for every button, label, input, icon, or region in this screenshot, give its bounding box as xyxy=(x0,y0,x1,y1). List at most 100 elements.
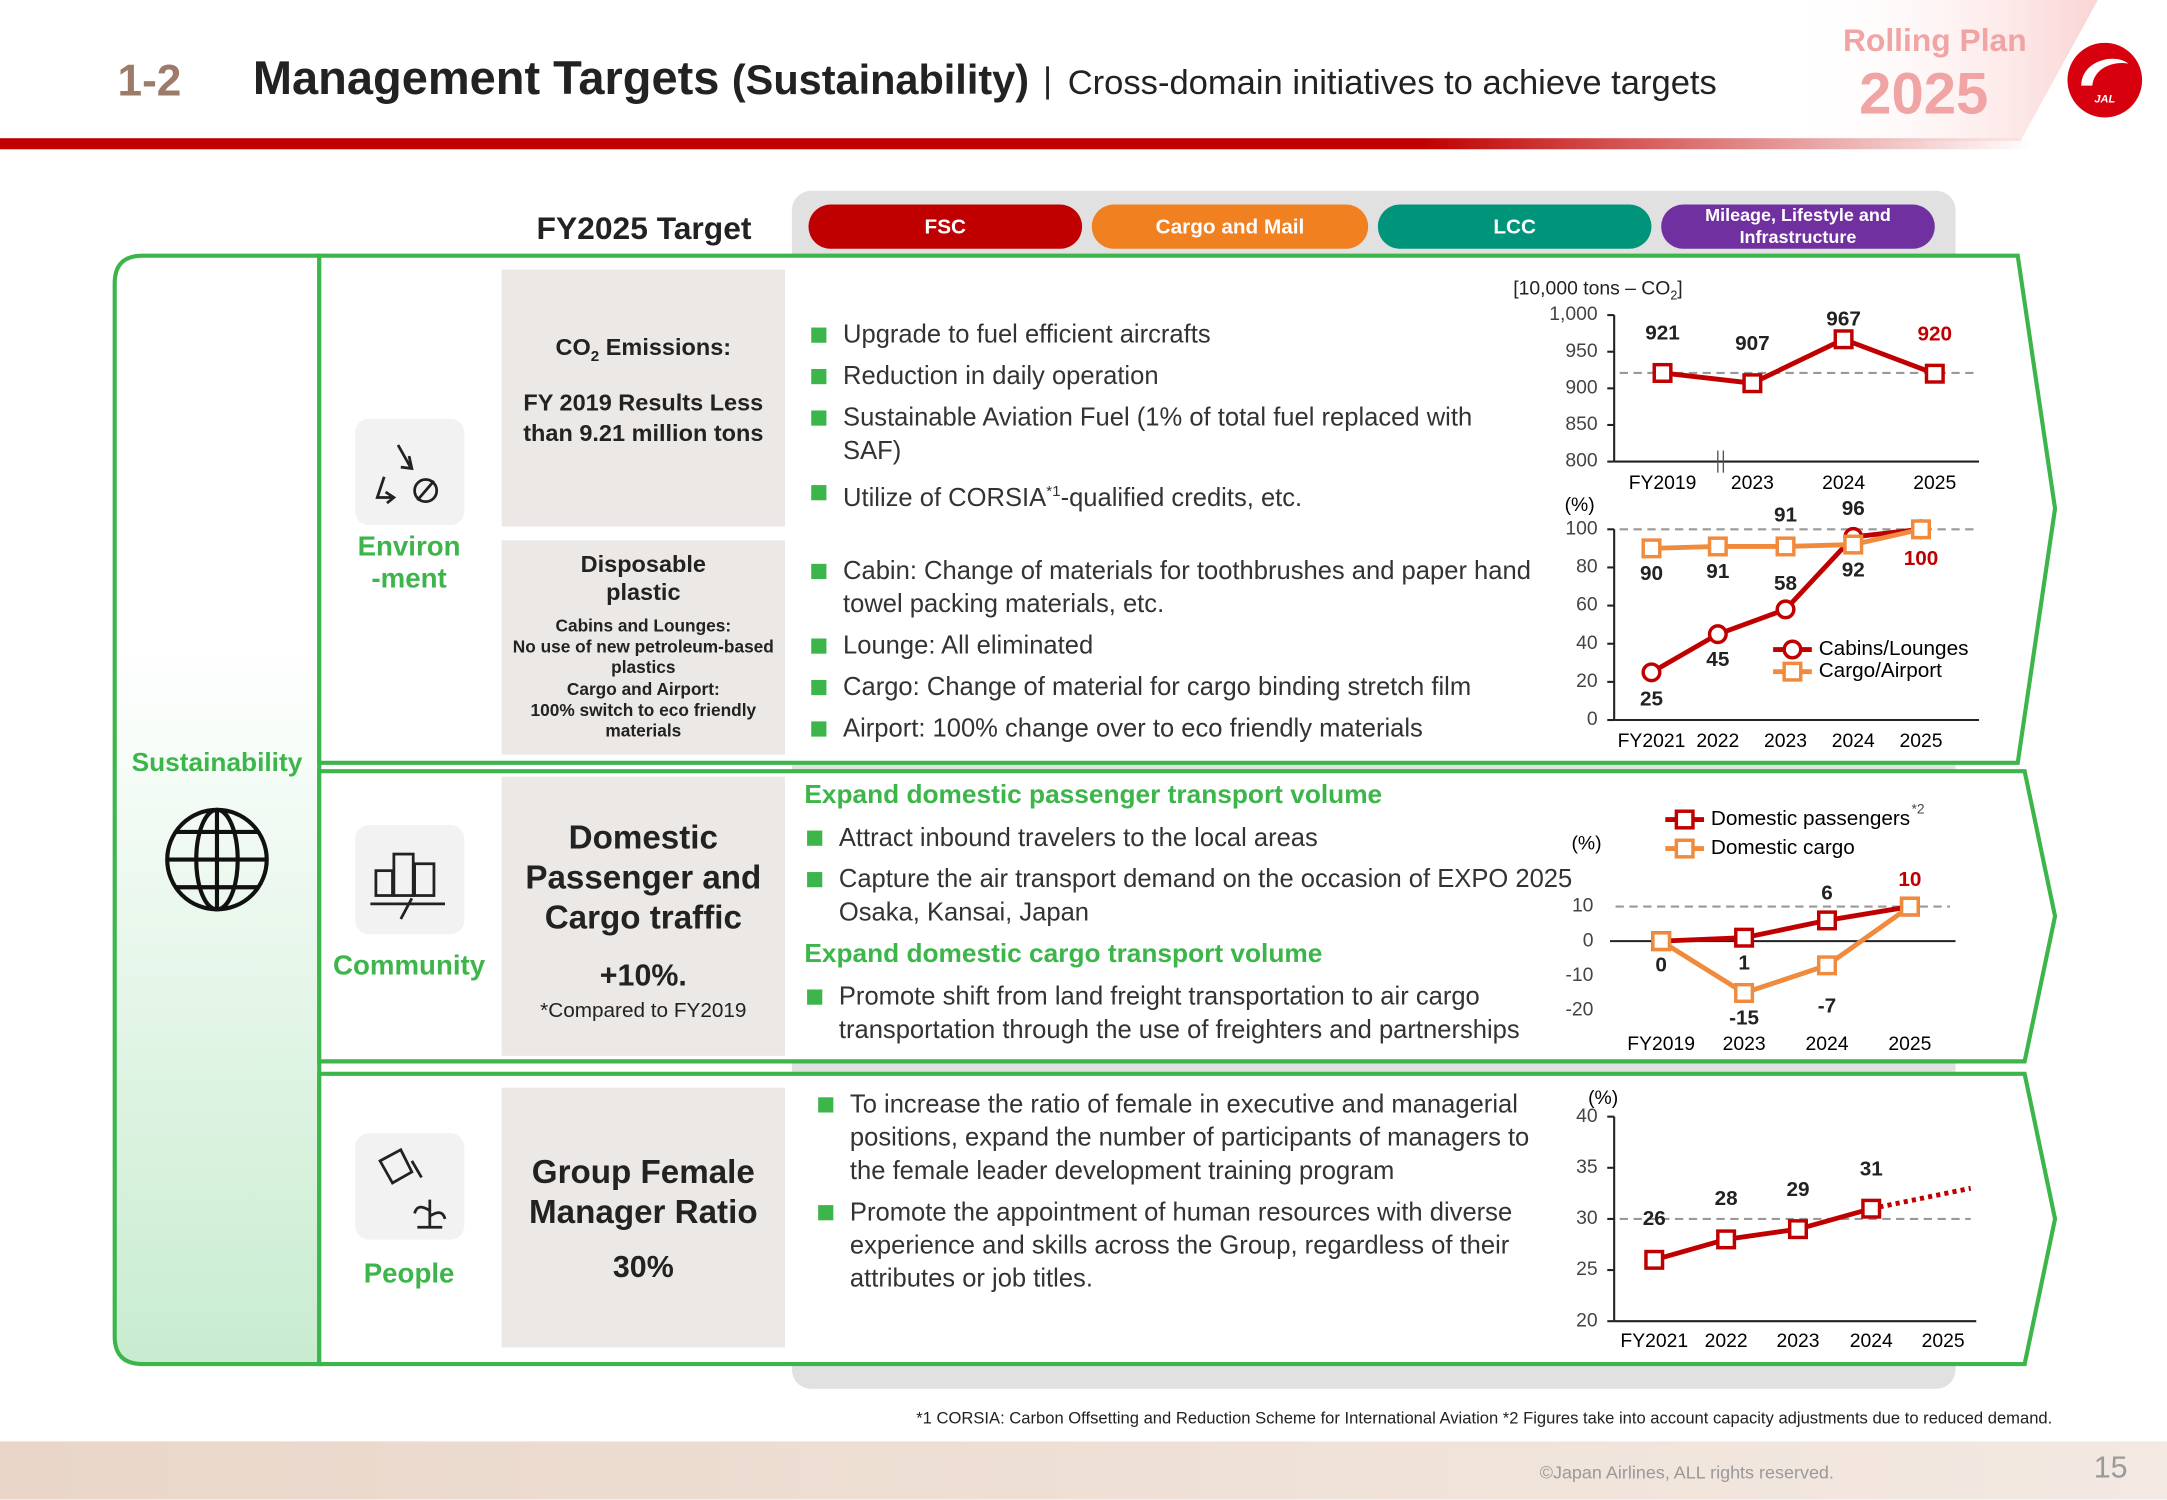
value-label: 0 xyxy=(1655,953,1667,976)
y-tick-label: 40 xyxy=(1576,1105,1598,1127)
title-paren: (Sustainability) xyxy=(731,58,1030,104)
copyright: ©Japan Airlines, ALL rights reserved. xyxy=(1539,1462,1834,1483)
watering-icon xyxy=(378,1147,447,1229)
y-tick-label: 20 xyxy=(1576,670,1598,692)
tab xyxy=(1377,204,1652,249)
city-icon xyxy=(370,852,446,920)
value-label: 967 xyxy=(1826,307,1861,330)
target-title: Group Female Manager Ratio xyxy=(529,1153,758,1232)
logo-text: JAL xyxy=(2094,92,2116,106)
value-label: 100 xyxy=(1904,547,1939,570)
target-title: Domestic Passenger and Cargo traffic xyxy=(525,819,762,937)
bullet: Sustainable Aviation Fuel (1% of total f… xyxy=(808,401,1534,467)
x-tick-label: FY2021 xyxy=(1620,1330,1688,1352)
text: CO xyxy=(555,334,591,361)
bullet: Reduction in daily operation xyxy=(808,359,1534,392)
x-tick-label: 2025 xyxy=(1899,730,1942,752)
value-label: 31 xyxy=(1860,1157,1883,1180)
community-bullets: Attract inbound travelers to the local a… xyxy=(804,821,1578,937)
marker xyxy=(1782,639,1803,660)
marker xyxy=(1843,534,1864,555)
recycle-icon xyxy=(375,444,439,505)
legend-sup: *2 xyxy=(1912,801,1925,817)
marker xyxy=(1641,538,1662,559)
x-tick-label: 2024 xyxy=(1822,472,1865,494)
marker xyxy=(1861,1198,1882,1219)
section-heading: Expand domestic cargo transport volume xyxy=(804,939,1323,969)
community-bullets: Promote shift from land freight transpor… xyxy=(804,980,1581,1055)
row-label-line: Environ xyxy=(357,532,461,563)
marker xyxy=(1707,536,1728,557)
legend-label: Cargo/Airport xyxy=(1819,659,1942,682)
co2-target: CO2 Emissions: FY 2019 Results Less than… xyxy=(502,333,785,450)
x-tick-label: 2022 xyxy=(1696,730,1739,752)
value-label: 91 xyxy=(1706,560,1729,583)
target-box xyxy=(501,540,785,755)
y-tick-label: 80 xyxy=(1576,556,1598,578)
legend-label: Cabins/Lounges xyxy=(1819,637,1969,660)
value-label: 907 xyxy=(1735,332,1770,355)
footer-band xyxy=(0,1441,2167,1500)
y-tick-label: 60 xyxy=(1576,594,1598,616)
x-tick-label: FY2021 xyxy=(1618,730,1686,752)
plan-year: 2025 xyxy=(1859,60,1989,126)
subtitle: Cross-domain initiatives to achieve targ… xyxy=(1045,66,1717,100)
series-line xyxy=(1661,904,1911,944)
sidebar-label: Sustainability xyxy=(131,749,303,779)
detail: Cargo and Airport: xyxy=(566,679,720,699)
logo-crane xyxy=(2081,58,2129,86)
marker xyxy=(1910,519,1931,540)
marker xyxy=(1707,624,1728,645)
detail: Cabins and Lounges: xyxy=(555,616,732,636)
bullet: Promote the appointment of human resourc… xyxy=(815,1195,1547,1295)
icon-box xyxy=(355,1133,465,1240)
marker xyxy=(1651,931,1672,952)
tab xyxy=(1091,204,1369,249)
superscript: *1 xyxy=(1046,483,1061,501)
tab xyxy=(808,204,1083,249)
bullet: Cargo: Change of material for cargo bind… xyxy=(808,670,1534,703)
target-box xyxy=(501,1087,785,1348)
y-tick-label: 35 xyxy=(1576,1156,1598,1178)
x-tick-label: FY2019 xyxy=(1627,1033,1695,1055)
marker xyxy=(1742,373,1763,394)
plan-label: Rolling Plan xyxy=(1842,22,2027,59)
section-heading: Expand domestic passenger transport volu… xyxy=(804,780,1383,810)
value-label: 25 xyxy=(1640,687,1663,710)
plastic-title: Disposable plastic xyxy=(580,551,706,606)
plastic-target: Disposable plastic Cabins and Lounges: N… xyxy=(502,551,785,742)
x-tick-label: 2024 xyxy=(1850,1330,1893,1352)
marker xyxy=(1674,838,1695,859)
target-value: 30% xyxy=(612,1249,674,1284)
y-tick-label: 30 xyxy=(1576,1207,1598,1229)
target-value: +10%. xyxy=(599,957,687,993)
chart-unit: [10,000 tons – CO2] xyxy=(1513,276,1682,302)
marker xyxy=(1734,982,1755,1003)
marker xyxy=(1641,662,1662,683)
value-label: 96 xyxy=(1842,497,1865,520)
icon-box xyxy=(355,825,465,935)
marker xyxy=(1775,536,1796,557)
bullet: Attract inbound travelers to the local a… xyxy=(804,821,1578,854)
logo-circle xyxy=(2067,42,2143,118)
y-tick-label: 20 xyxy=(1576,1309,1598,1331)
plan-badge xyxy=(1782,0,2098,141)
co2-title: CO2 Emissions: xyxy=(502,333,785,372)
target-box xyxy=(501,269,785,527)
x-tick-label: 2025 xyxy=(1913,472,1956,494)
people-target: Group Female Manager Ratio 30% xyxy=(502,1153,785,1286)
detail: No use of new petroleum-based plastics xyxy=(512,637,774,678)
icon-box xyxy=(355,418,465,526)
bullet: Airport: 100% change over to eco friendl… xyxy=(808,712,1534,745)
target-note: *Compared to FY2019 xyxy=(540,999,747,1023)
x-tick-label: 2023 xyxy=(1764,730,1807,752)
co2-bullets: Upgrade to fuel efficient aircrafts Redu… xyxy=(808,318,1534,523)
bullet: Capture the air transport demand on the … xyxy=(804,862,1578,928)
people-bullets: To increase the ratio of female in execu… xyxy=(815,1088,1547,1304)
footnote: *1 CORSIA: Carbon Offsetting and Reducti… xyxy=(916,1408,2053,1428)
y-tick-label: -20 xyxy=(1566,998,1594,1020)
y-tick-label: 40 xyxy=(1576,632,1598,654)
y-tick-label: 0 xyxy=(1587,708,1598,730)
row-label: People xyxy=(363,1259,455,1290)
